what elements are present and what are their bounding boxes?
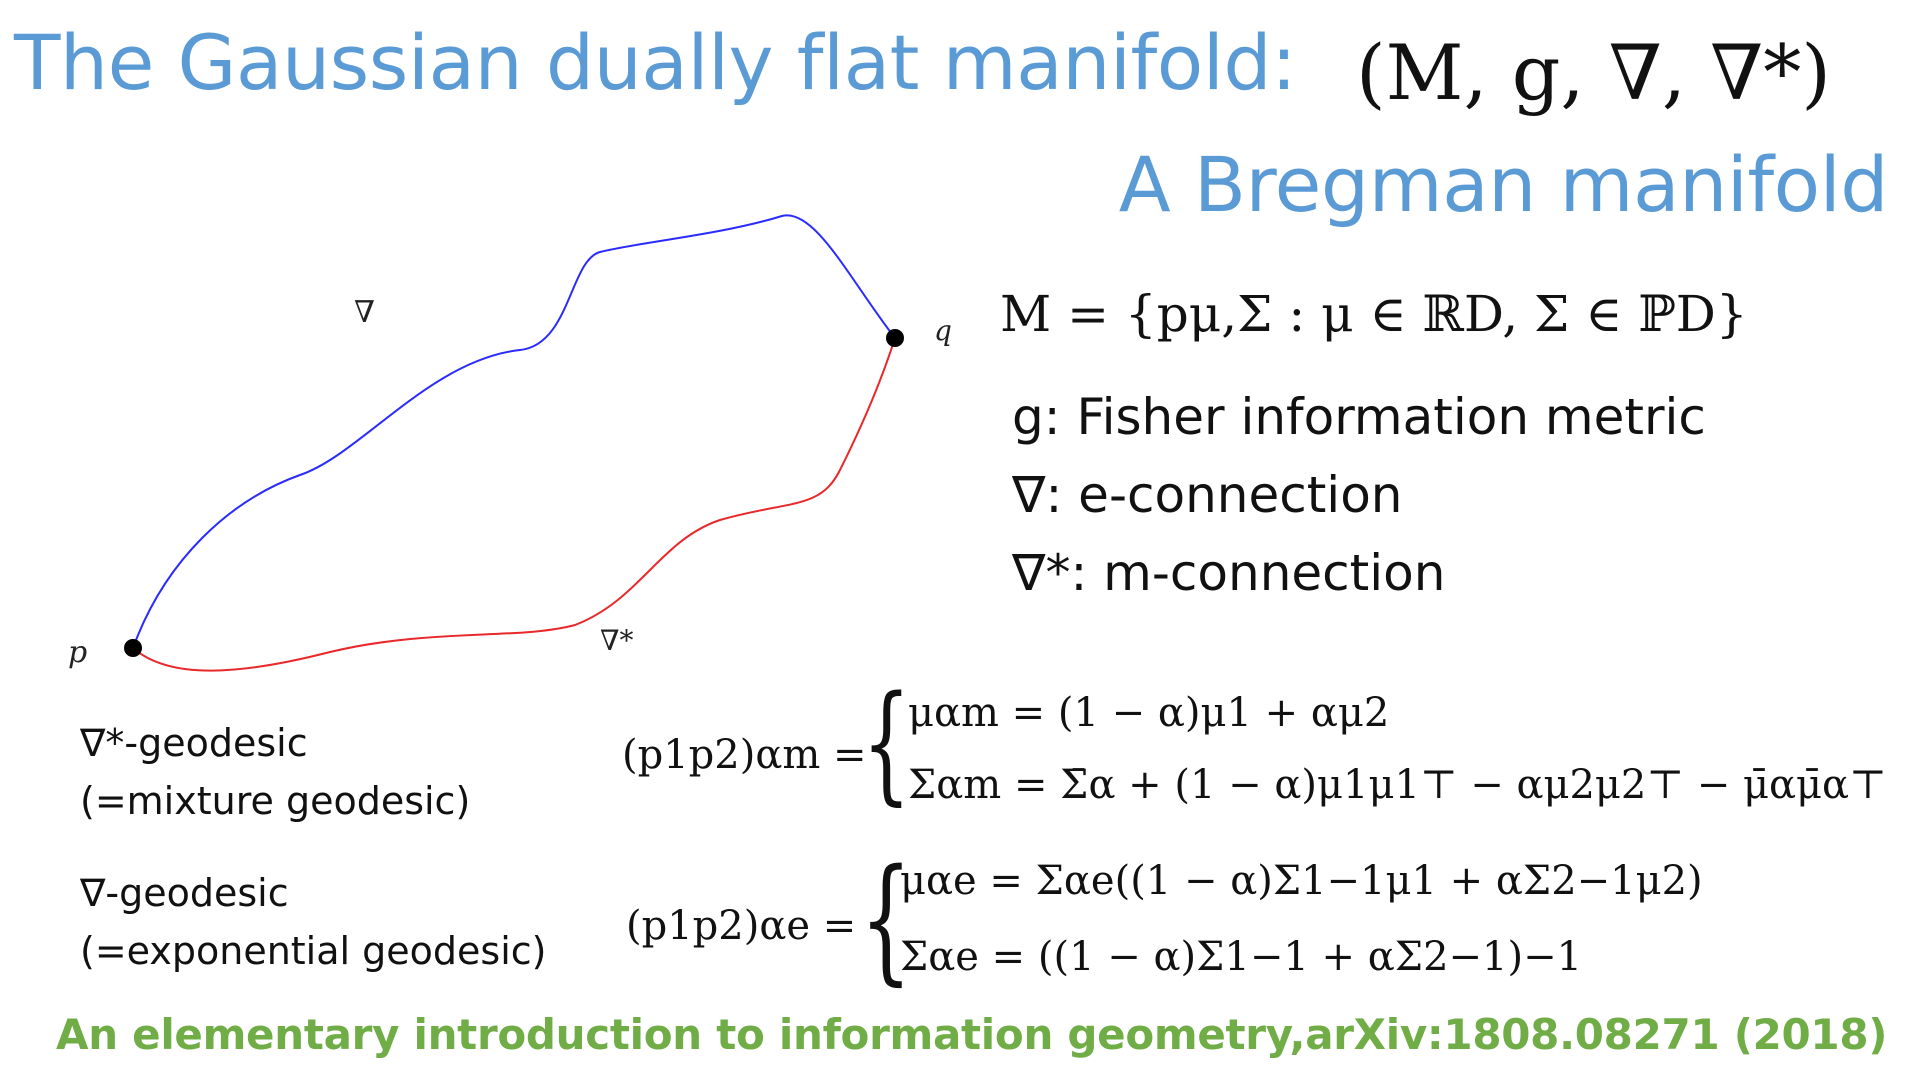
exponential-covariance-equation: Σαe = ((1 − α)Σ1−1 + αΣ2−1)−1 bbox=[900, 934, 1583, 980]
geodesic-diagram: ∇ ∇* p q bbox=[68, 214, 952, 672]
point-p bbox=[124, 639, 142, 657]
slide-subtitle: A Bregman manifold bbox=[1118, 140, 1889, 229]
manifold-definition: M = {pμ,Σ : μ ∈ ℝD, Σ ∈ ℙD} bbox=[1000, 285, 1748, 343]
slide-title: The Gaussian dually flat manifold: bbox=[14, 18, 1297, 107]
metric-item: g: Fisher information metric bbox=[1012, 388, 1706, 446]
mixture-covariance-equation: Σαm = Σ̄α + (1 − α)μ1μ1⊤ − αμ2μ2⊤ − μ̄αμ… bbox=[908, 762, 1887, 808]
mixture-geodesic-label: ∇*-geodesic (=mixture geodesic) bbox=[80, 721, 471, 823]
label-p: p bbox=[68, 635, 87, 670]
label-q: q bbox=[934, 314, 952, 347]
m-connection-item: ∇*: m-connection bbox=[1012, 544, 1446, 602]
e-connection-item: ∇: e-connection bbox=[1012, 466, 1403, 524]
connection-list: g: Fisher information metric ∇: e-connec… bbox=[1012, 378, 1706, 612]
m-geodesic-curve bbox=[132, 337, 896, 672]
exponential-brace: { bbox=[860, 841, 912, 999]
title-math-tuple: (M, g, ∇, ∇*) bbox=[1356, 28, 1831, 117]
point-q bbox=[886, 329, 904, 347]
e-geodesic-curve bbox=[132, 214, 896, 649]
citation: An elementary introduction to informatio… bbox=[56, 1010, 1888, 1059]
exponential-geodesic-label: ∇-geodesic (=exponential geodesic) bbox=[80, 871, 547, 973]
exponential-geodesic-lhs: (p1p2)αe = bbox=[626, 903, 857, 949]
mixture-mean-equation: μαm = (1 − α)μ1 + αμ2 bbox=[908, 690, 1390, 736]
label-nabla: ∇ bbox=[354, 295, 375, 330]
label-nabla-star: ∇* bbox=[600, 624, 634, 657]
exponential-mean-equation: μαe = Σαe((1 − α)Σ1−1μ1 + αΣ2−1μ2) bbox=[900, 858, 1703, 904]
mixture-geodesic-lhs: (p1p2)αm = bbox=[622, 732, 867, 778]
mixture-brace: { bbox=[862, 669, 911, 818]
